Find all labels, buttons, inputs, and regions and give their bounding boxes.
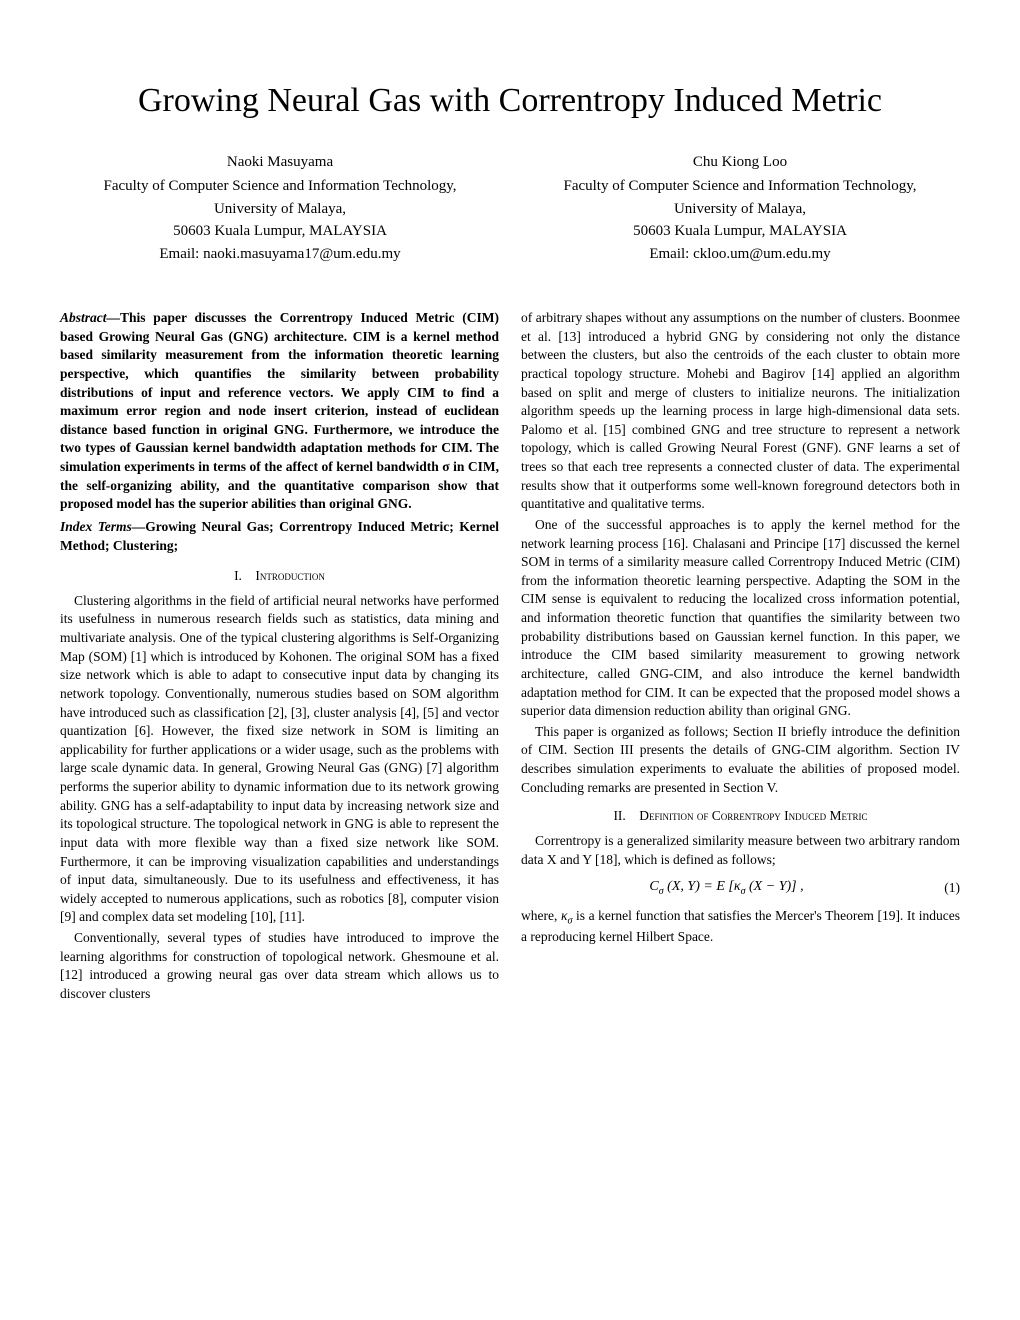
author-1-affiliation-line1: Faculty of Computer Science and Informat… (60, 175, 500, 198)
author-1-affiliation-line2: University of Malaya, (60, 198, 500, 221)
author-2-affiliation-line2: University of Malaya, (520, 198, 960, 221)
equation-1-body: Cσ (X, Y) = E [κσ (X − Y)] , (521, 877, 932, 899)
left-column: Abstract—This paper discusses the Corren… (60, 309, 499, 1006)
abstract-text: This paper discusses the Correntropy Ind… (60, 310, 499, 511)
authors-block: Naoki Masuyama Faculty of Computer Scien… (60, 151, 960, 266)
index-terms: Index Terms—Growing Neural Gas; Correntr… (60, 518, 499, 555)
intro-paragraph-2: Conventionally, several types of studies… (60, 929, 499, 1004)
section-2-heading: II. Definition of Correntropy Induced Me… (521, 807, 960, 826)
author-1-email: Email: naoki.masuyama17@um.edu.my (60, 243, 500, 266)
sec2-p2-a: where, (521, 908, 561, 923)
intro-p2-text: Conventionally, several types of studies… (60, 930, 499, 1001)
equation-1-number: (1) (932, 879, 960, 898)
col2-paragraph-1: of arbitrary shapes without any assumpti… (521, 309, 960, 514)
author-2-affiliation-line3: 50603 Kuala Lumpur, MALAYSIA (520, 220, 960, 243)
section-1-heading: I. Introduction (60, 567, 499, 586)
col2-p1-text: of arbitrary shapes without any assumpti… (521, 310, 960, 511)
author-2: Chu Kiong Loo Faculty of Computer Scienc… (520, 151, 960, 266)
author-2-name: Chu Kiong Loo (520, 151, 960, 174)
paper-title: Growing Neural Gas with Correntropy Indu… (60, 80, 960, 123)
col2-paragraph-2: One of the successful approaches is to a… (521, 516, 960, 721)
author-2-email: Email: ckloo.um@um.edu.my (520, 243, 960, 266)
sec2-p1-text: Correntropy is a generalized similarity … (521, 833, 960, 867)
author-1-name: Naoki Masuyama (60, 151, 500, 174)
author-2-affiliation-line1: Faculty of Computer Science and Informat… (520, 175, 960, 198)
body-columns: Abstract—This paper discusses the Corren… (60, 309, 960, 1006)
col2-p3-text: This paper is organized as follows; Sect… (521, 724, 960, 795)
index-terms-label: Index Terms— (60, 519, 145, 534)
col2-p2-text: One of the successful approaches is to a… (521, 517, 960, 718)
col2-paragraph-3: This paper is organized as follows; Sect… (521, 723, 960, 798)
abstract-label: Abstract— (60, 310, 120, 325)
intro-p1-text: Clustering algorithms in the field of ar… (60, 593, 499, 925)
sec2-paragraph-1: Correntropy is a generalized similarity … (521, 832, 960, 869)
right-column: of arbitrary shapes without any assumpti… (521, 309, 960, 1006)
sec2-paragraph-2: where, κσ is a kernel function that sati… (521, 907, 960, 947)
equation-1: Cσ (X, Y) = E [κσ (X − Y)] , (1) (521, 877, 960, 899)
author-1-affiliation-line3: 50603 Kuala Lumpur, MALAYSIA (60, 220, 500, 243)
author-1: Naoki Masuyama Faculty of Computer Scien… (60, 151, 500, 266)
intro-paragraph-1: Clustering algorithms in the field of ar… (60, 592, 499, 927)
sec2-p2-b: is a kernel function that satisfies the … (521, 908, 960, 944)
abstract: Abstract—This paper discusses the Corren… (60, 309, 499, 514)
